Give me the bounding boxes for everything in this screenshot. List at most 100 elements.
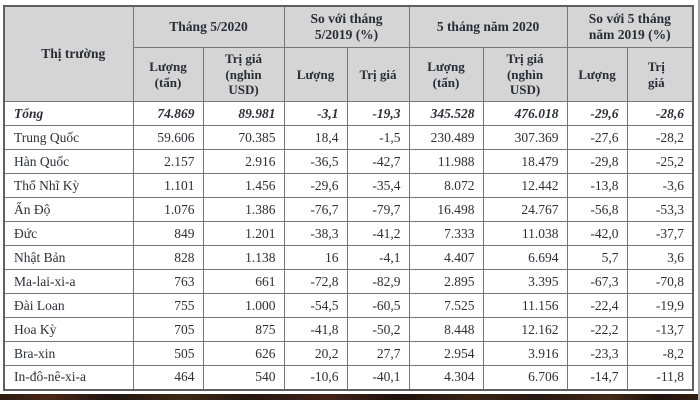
value-cell: 3.395	[482, 269, 568, 294]
header-sub-quantity-3: Lượng (tấn)	[408, 47, 484, 102]
value-cell: -72,8	[283, 269, 348, 294]
value-cell: 11.038	[482, 221, 568, 246]
value-cell: -56,8	[566, 197, 628, 222]
page-right-edge-line	[698, 0, 700, 400]
value-cell: -3,1	[283, 101, 348, 126]
value-cell: -79,7	[346, 197, 410, 222]
market-cell: Ma-lai-xi-a	[3, 269, 134, 294]
value-cell: 11.156	[482, 293, 568, 318]
header-market: Thị trường	[3, 5, 134, 102]
value-cell: 1.456	[202, 173, 285, 198]
value-cell: 464	[132, 365, 204, 390]
value-cell: 3,6	[626, 245, 694, 270]
value-cell: 849	[132, 221, 204, 246]
value-cell: -29,6	[566, 101, 628, 126]
value-cell: -22,2	[566, 317, 628, 342]
value-cell: -3,6	[626, 173, 694, 198]
value-cell: 661	[202, 269, 285, 294]
header-group-month-2020: Tháng 5/2020	[132, 5, 285, 48]
table-row: Ma-lai-xi-a 763 661 -72,8 -82,9 2.895 3.395 -67…	[3, 269, 694, 294]
header-sub-value-2: Trị giá	[346, 47, 410, 102]
value-cell: 2.157	[132, 149, 204, 174]
value-cell: 1.386	[202, 197, 285, 222]
value-cell: -28,2	[626, 125, 694, 150]
market-cell: In-đô-nê-xi-a	[3, 365, 134, 390]
value-cell: 1.076	[132, 197, 204, 222]
value-cell: 476.018	[482, 101, 568, 126]
value-cell: -82,9	[346, 269, 410, 294]
market-cell: Đài Loan	[3, 293, 134, 318]
value-cell: 8.072	[408, 173, 484, 198]
header-sub-quantity-1: Lượng (tấn)	[132, 47, 204, 102]
value-cell: 7.333	[408, 221, 484, 246]
value-cell: 12.442	[482, 173, 568, 198]
table-row: Đài Loan 755 1.000 -54,5 -60,5 7.525 11.156 -22…	[3, 293, 694, 318]
value-cell: -14,7	[566, 365, 628, 390]
header-sub-value-1: Trị giá (nghìn USD)	[202, 47, 285, 102]
value-cell: -36,5	[283, 149, 348, 174]
market-cell: Hoa Kỳ	[3, 317, 134, 342]
value-cell: 755	[132, 293, 204, 318]
value-cell: 5,7	[566, 245, 628, 270]
value-cell: 763	[132, 269, 204, 294]
value-cell: -8,2	[626, 341, 694, 366]
table-row: Ấn Độ 1.076 1.386 -76,7 -79,7 16.498 24.767 -56…	[3, 197, 694, 222]
value-cell: 345.528	[408, 101, 484, 126]
value-cell: 16	[283, 245, 348, 270]
header-sub-quantity-2: Lượng	[283, 47, 348, 102]
value-cell: -38,3	[283, 221, 348, 246]
value-cell: -29,8	[566, 149, 628, 174]
value-cell: -40,1	[346, 365, 410, 390]
value-cell: 2.895	[408, 269, 484, 294]
value-cell: 705	[132, 317, 204, 342]
table-body: Tổng 74.869 89.981 -3,1 -19,3 345.528 476.018-…	[3, 101, 694, 390]
table-row: Thổ Nhĩ Kỳ 1.101 1.456 -29,6 -35,4 8.072 12.44…	[3, 173, 694, 198]
value-cell: 18.479	[482, 149, 568, 174]
value-cell: 89.981	[202, 101, 285, 126]
header-group-row: Thị trường Tháng 5/2020 So với tháng 5/2…	[3, 5, 694, 102]
header-sub-value-3: Trị giá (nghìn USD)	[482, 47, 568, 102]
value-cell: -13,7	[626, 317, 694, 342]
header-group-vs-5months-2019: So với 5 tháng năm 2019 (%)	[566, 5, 694, 48]
value-cell: 1.000	[202, 293, 285, 318]
value-cell: -42,7	[346, 149, 410, 174]
table-row: Bra-xin 505 626 20,2 27,7 2.954 3.916 -23,3 -8,2	[3, 341, 694, 366]
value-cell: 70.385	[202, 125, 285, 150]
market-cell: Ấn Độ	[3, 197, 134, 222]
value-cell: -70,8	[626, 269, 694, 294]
header-group-vs-month-2019: So với tháng 5/2019 (%)	[283, 5, 410, 48]
value-cell: -41,2	[346, 221, 410, 246]
value-cell: 626	[202, 341, 285, 366]
market-cell: Trung Quốc	[3, 125, 134, 150]
value-cell: 16.498	[408, 197, 484, 222]
market-cell: Nhật Bản	[3, 245, 134, 270]
value-cell: 828	[132, 245, 204, 270]
header-group-5months-2020: 5 tháng năm 2020	[408, 5, 568, 48]
value-cell: 11.988	[408, 149, 484, 174]
value-cell: -67,3	[566, 269, 628, 294]
value-cell: -4,1	[346, 245, 410, 270]
value-cell: 3.916	[482, 341, 568, 366]
value-cell: -22,4	[566, 293, 628, 318]
market-cell: Tổng	[3, 101, 134, 126]
header-sub-value-4: Trị giá	[626, 47, 694, 102]
table-row: In-đô-nê-xi-a 464 540 -10,6 -40,1 4.304 6.706-…	[3, 365, 694, 390]
value-cell: -35,4	[346, 173, 410, 198]
value-cell: -19,3	[346, 101, 410, 126]
value-cell: 1.101	[132, 173, 204, 198]
value-cell: 74.869	[132, 101, 204, 126]
table-row: Hoa Kỳ 705 875 -41,8 -50,2 8.448 12.162 -22,2 -1…	[3, 317, 694, 342]
market-cell: Hàn Quốc	[3, 149, 134, 174]
market-cell: Bra-xin	[3, 341, 134, 366]
value-cell: 4.407	[408, 245, 484, 270]
value-cell: -41,8	[283, 317, 348, 342]
value-cell: 875	[202, 317, 285, 342]
value-cell: -11,8	[626, 365, 694, 390]
trade-data-table: Thị trường Tháng 5/2020 So với tháng 5/2…	[3, 5, 695, 391]
value-cell: 6.694	[482, 245, 568, 270]
table-row: Nhật Bản 828 1.138 16 -4,1 4.407 6.694 5,7 3,6	[3, 245, 694, 270]
value-cell: 20,2	[283, 341, 348, 366]
header-sub-quantity-4: Lượng	[566, 47, 628, 102]
value-cell: 1.201	[202, 221, 285, 246]
